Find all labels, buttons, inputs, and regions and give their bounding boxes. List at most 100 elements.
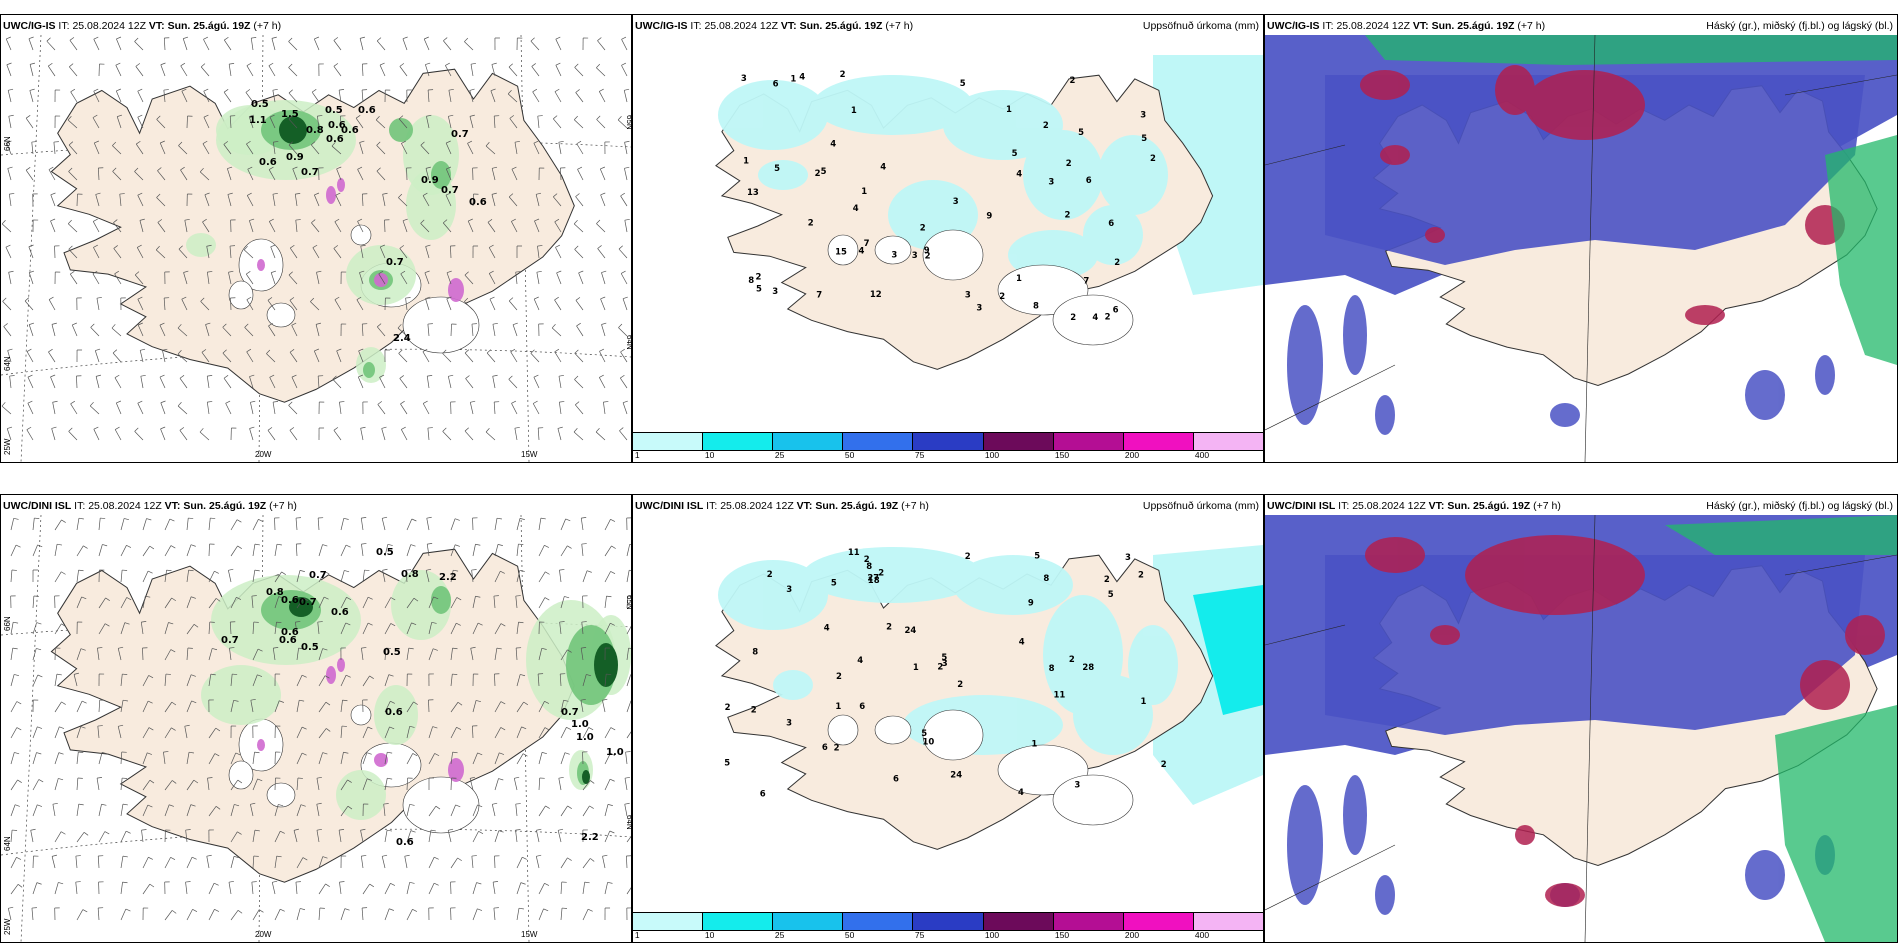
- colorbar-tick-label: 100: [984, 930, 1000, 940]
- accum-value-label: 9: [924, 246, 930, 256]
- accum-value-label: 6: [760, 790, 766, 800]
- accum-value-label: 2: [840, 70, 846, 80]
- accum-value-label: 2: [1070, 313, 1076, 323]
- accum-value-label: 3: [942, 659, 948, 669]
- precip-value-label: 0.6: [281, 627, 299, 638]
- accum-value-label: 5: [756, 285, 762, 295]
- lat-label: 66N: [3, 616, 12, 631]
- precip-value-label: 0.7: [451, 129, 469, 140]
- accum-value-label: 3: [965, 291, 971, 301]
- precip-value-label: 1.1: [249, 115, 267, 126]
- colorbar-tick-label: 75: [914, 930, 925, 940]
- panel-header: UWC/IG-IS IT: 25.08.2024 12Z VT: Sun. 25…: [635, 17, 1259, 35]
- cloud-cover-map: [1265, 515, 1897, 942]
- colorbar-swatches: [633, 912, 1263, 931]
- edge-lat-label: 65N: [625, 115, 631, 130]
- colorbar-swatch: [703, 433, 774, 450]
- lon-label: 20W: [255, 450, 272, 459]
- panel-header: UWC/IG-IS IT: 25.08.2024 12Z VT: Sun. 25…: [3, 20, 282, 32]
- lat-label: 64N: [3, 356, 12, 371]
- precip-value-label: 0.8: [306, 125, 324, 136]
- accum-value-label: 3: [1140, 111, 1146, 121]
- accum-value-label: 4: [830, 140, 836, 150]
- precip-value-label: 2.4: [393, 333, 411, 344]
- precip-value-label: 0.6: [281, 595, 299, 606]
- accum-value-label: 6: [859, 702, 865, 712]
- accum-value-label: 10: [923, 737, 935, 747]
- accum-value-label: 8: [1049, 664, 1055, 674]
- accum-value-label: 7: [1083, 277, 1089, 287]
- model-name: UWC/IG-IS: [3, 20, 56, 32]
- precip-wind-map: 0.50.7 0.8 2.20.80.6 0.70.60.60.7 0.60.5 0.50…: [1, 515, 631, 942]
- colorbar: 1 10 25 50 75 100 150 200 400: [633, 432, 1263, 462]
- precip-value-label: 0.6: [279, 635, 297, 646]
- accum-value-label: 5: [1034, 551, 1040, 561]
- accum-value-label: 2: [834, 743, 840, 753]
- accum-value-label: 1: [861, 187, 867, 197]
- accum-value-label: 6: [1108, 219, 1114, 229]
- colorbar-swatch: [913, 913, 984, 930]
- colorbar-ticks: 1 10 25 50 75 100 150 200 400: [633, 930, 1263, 942]
- edge-lat-label: 64N: [625, 335, 631, 350]
- precip-value-label: 0.5: [383, 647, 401, 658]
- accum-value-label: 2: [1138, 570, 1144, 580]
- accum-value-label: 2: [756, 273, 762, 283]
- colorbar-swatches: [633, 432, 1263, 451]
- colorbar-swatch: [843, 913, 914, 930]
- colorbar-tick-label: 1: [634, 930, 640, 940]
- accum-value-label: 5: [921, 729, 927, 739]
- accum-value-label: 4: [1019, 637, 1025, 647]
- precip-value-label: 0.6: [328, 120, 346, 131]
- colorbar: 1 10 25 50 75 100 150 200 400: [633, 912, 1263, 942]
- precip-value-label: 1.5: [281, 109, 299, 120]
- panel-title: Uppsöfnuð úrkoma (mm): [1142, 20, 1259, 32]
- model-name: UWC/DINI ISL: [635, 500, 704, 512]
- accum-value-label: 8: [1043, 574, 1049, 584]
- accum-value-label: 9: [1028, 598, 1034, 608]
- accum-value-label: 9: [986, 212, 992, 222]
- precip-value-label: 0.5: [301, 642, 319, 653]
- accum-value-label: 4: [857, 656, 863, 666]
- accum-value-label: 24: [905, 626, 917, 636]
- accum-value-label: 4: [853, 204, 859, 214]
- accum-value-label: 4: [859, 246, 865, 256]
- colorbar-swatch: [1053, 913, 1124, 930]
- accum-value-label: 4: [1018, 788, 1024, 798]
- accum-value-label: 12: [870, 290, 882, 300]
- panel-title: Uppsöfnuð úrkoma (mm): [1142, 500, 1259, 512]
- colorbar-swatch: [1193, 433, 1263, 450]
- accum-value-label: 5: [1012, 149, 1018, 159]
- lon-label: 25W: [3, 438, 12, 455]
- precip-value-label: 0.8: [266, 587, 284, 598]
- colorbar-swatch: [633, 913, 704, 930]
- precip-value-label: 0.7: [301, 167, 319, 178]
- accum-value-label: 1: [913, 663, 919, 673]
- accum-value-label: 2: [1150, 154, 1156, 164]
- accum-value-label: 1: [790, 74, 796, 84]
- colorbar-swatch: [1123, 913, 1194, 930]
- precip-value-label: 0.7: [561, 707, 579, 718]
- colorbar-swatch: [983, 433, 1054, 450]
- accum-value-label: 1: [851, 106, 857, 116]
- precip-value-label: 0.9: [286, 152, 304, 163]
- accum-value-label: 27: [867, 574, 879, 584]
- accum-value-label: 2: [965, 552, 971, 562]
- accum-value-label: 4: [799, 73, 805, 83]
- precip-value-label: 0.6: [259, 157, 277, 168]
- accum-value-label: 4: [880, 163, 886, 173]
- colorbar-tick-label: 10: [704, 450, 715, 460]
- accum-value-label: 5: [724, 758, 730, 768]
- accum-value-label: 2: [1066, 159, 1072, 169]
- accum-value-label: 3: [786, 718, 792, 728]
- accum-value-label: 5: [821, 167, 827, 177]
- accum-value-label: 2: [937, 663, 943, 673]
- accum-value-label: 2: [1070, 76, 1076, 86]
- edge-lat-label: 65N: [625, 595, 631, 610]
- accum-value-label: 1: [835, 702, 841, 712]
- panel-ig-accumulated: UWC/IG-IS IT: 25.08.2024 12Z VT: Sun. 25…: [632, 14, 1264, 463]
- accum-value-label: 2: [1069, 655, 1075, 665]
- accum-value-label: 2: [864, 555, 870, 565]
- colorbar-swatch: [1123, 433, 1194, 450]
- precip-value-label: 0.6: [341, 125, 359, 136]
